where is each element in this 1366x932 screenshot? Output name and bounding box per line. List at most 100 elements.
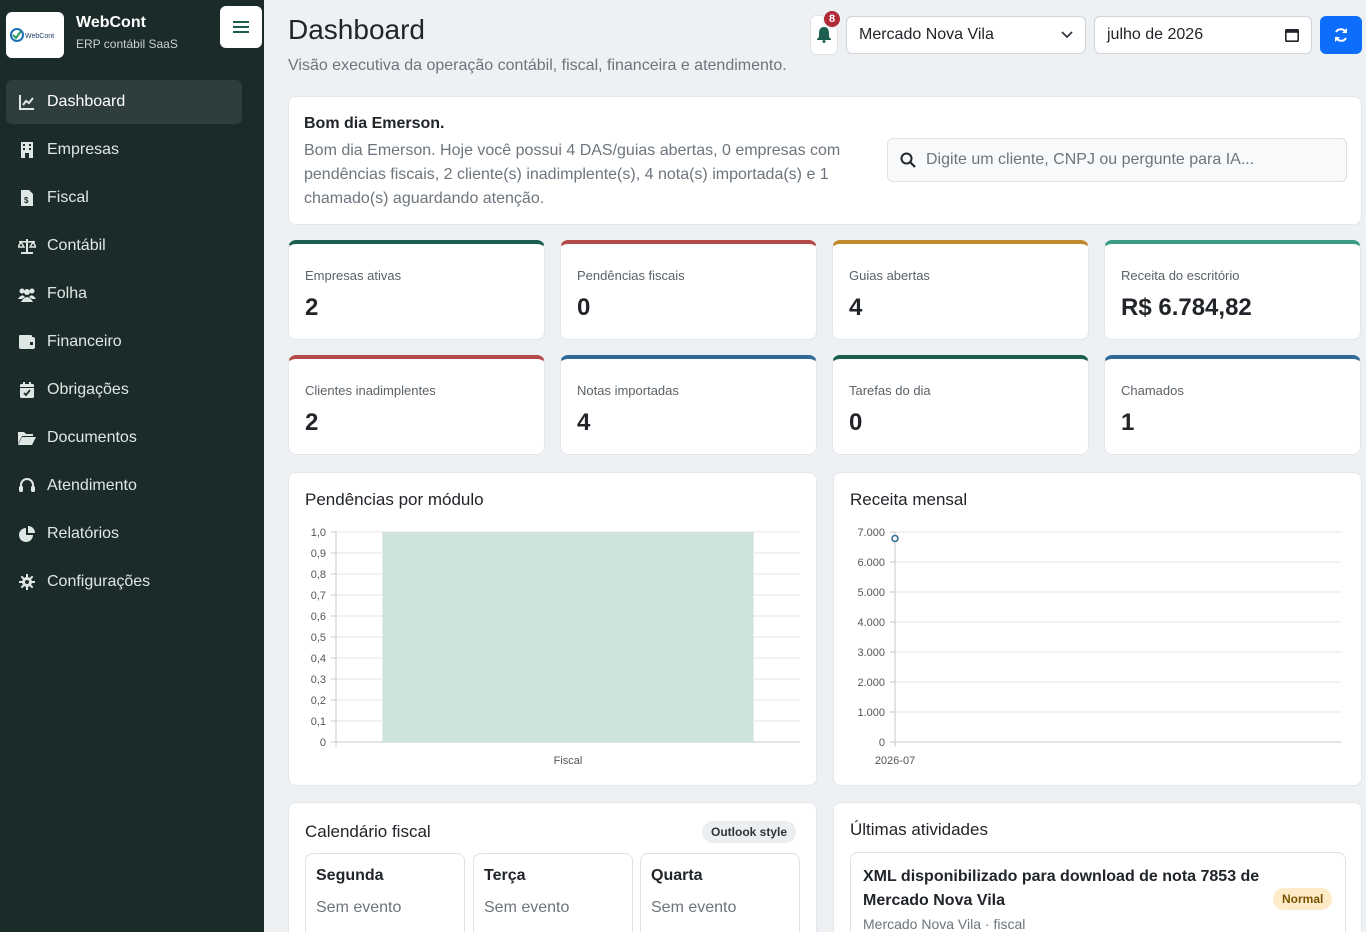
sidebar-item-obrigacoes[interactable]: Obrigações — [6, 368, 242, 412]
hamburger-icon — [233, 21, 249, 33]
day-name: Quarta — [651, 867, 703, 884]
sidebar-item-atendimento[interactable]: Atendimento — [6, 464, 242, 508]
chart-pendencias-modulo: Pendências por módulo 0 0,1 0,2 0,3 0,4 0,5 0,… — [288, 472, 817, 786]
bar — [382, 532, 754, 742]
sidebar-item-documentos[interactable]: Documentos — [6, 416, 242, 460]
brand-logo[interactable]: WebCont — [6, 12, 64, 58]
greeting-card: Bom dia Emerson. Bom dia Emerson. Hoje v… — [288, 96, 1362, 225]
search-input[interactable] — [926, 151, 1326, 169]
y-tick-label: 0,6 — [311, 611, 326, 623]
chart-title: Pendências por módulo — [305, 490, 484, 509]
calendar-day[interactable]: Quarta Sem evento — [640, 853, 800, 932]
sidebar-item-folha[interactable]: Folha — [6, 272, 242, 316]
chevron-down-icon — [1061, 31, 1073, 39]
notification-count-badge: 8 — [822, 9, 842, 29]
y-tick-label: 0,9 — [311, 548, 326, 560]
x-tick-label: Fiscal — [554, 755, 583, 767]
headset-icon — [18, 477, 36, 495]
line-chart: 0 1.000 2.000 3.000 4.000 5.000 6.000 7.000 2026… — [857, 527, 1341, 767]
kpi-value: 4 — [577, 409, 591, 436]
wallet-icon — [18, 333, 36, 351]
kpi-label: Chamados — [1121, 383, 1184, 398]
y-tick-label: 0 — [879, 737, 885, 749]
kpi-tarefas-dia: Tarefas do dia 0 — [832, 355, 1089, 455]
scale-icon — [18, 237, 36, 255]
bar-chart: 0 0,1 0,2 0,3 0,4 0,5 0,6 0,7 0,8 0,9 1,0 Fiscal — [311, 527, 800, 767]
sidebar-item-configuracoes[interactable]: Configurações — [6, 560, 242, 604]
kpi-value: 4 — [849, 294, 863, 321]
sidebar-item-label: Obrigações — [47, 381, 129, 398]
y-tick-label: 5.000 — [857, 587, 885, 599]
chart-line-icon — [18, 93, 36, 111]
kpi-notas-importadas: Notas importadas 4 — [560, 355, 817, 455]
kpi-value: 2 — [305, 409, 319, 436]
greeting-text: Bom dia Emerson. Hoje você possui 4 DAS/… — [304, 142, 841, 207]
gear-icon — [18, 573, 36, 591]
company-select[interactable]: Mercado Nova Vila — [846, 16, 1086, 54]
sidebar-item-label: Dashboard — [47, 93, 126, 110]
sidebar-item-label: Empresas — [47, 141, 120, 158]
kpi-clientes-inadimplentes: Clientes inadimplentes 2 — [288, 355, 545, 455]
month-input[interactable]: julho de 2026 — [1094, 16, 1312, 54]
y-tick-label: 6.000 — [857, 557, 885, 569]
sidebar-item-label: Contábil — [47, 237, 106, 254]
activity-item[interactable]: XML disponibilizado para download de not… — [850, 852, 1346, 932]
activities-card: Últimas atividades XML disponibilizado p… — [833, 802, 1362, 932]
refresh-button[interactable] — [1320, 16, 1362, 54]
chart-receita-mensal: Receita mensal 0 1.000 2.000 3.000 4.000 5.00… — [833, 472, 1362, 786]
kpi-label: Notas importadas — [577, 383, 679, 398]
brand-subtitle: ERP contábil SaaS — [76, 37, 178, 51]
sidebar-nav: Dashboard Empresas $ Fiscal Contábil Fol… — [6, 80, 242, 608]
kpi-label: Pendências fiscais — [577, 268, 685, 283]
activity-text: XML disponibilizado para download de not… — [863, 868, 1260, 909]
brand-name: WebCont — [76, 14, 146, 31]
sidebar-item-label: Folha — [47, 285, 88, 302]
greeting-title: Bom dia Emerson. — [304, 115, 445, 132]
calendar-check-icon — [18, 381, 36, 399]
calendar-fiscal-card: Calendário fiscal Outlook style Segunda … — [288, 802, 817, 932]
kpi-value: 1 — [1121, 409, 1135, 436]
brand-logo-text: WebCont — [25, 33, 54, 40]
sidebar-item-fiscal[interactable]: $ Fiscal — [6, 176, 242, 220]
y-tick-label: 0,2 — [311, 695, 326, 707]
kpi-pendencias-fiscais: Pendências fiscais 0 — [560, 240, 817, 340]
kpi-label: Receita do escritório — [1121, 268, 1240, 283]
sidebar-item-dashboard[interactable]: Dashboard — [6, 80, 242, 124]
kpi-value: R$ 6.784,82 — [1121, 294, 1252, 321]
page-title: Dashboard — [288, 14, 425, 45]
sidebar-item-empresas[interactable]: Empresas — [6, 128, 242, 172]
day-event: Sem evento — [316, 899, 402, 916]
y-tick-label: 0 — [320, 737, 326, 749]
y-tick-label: 3.000 — [857, 647, 885, 659]
kpi-value: 2 — [305, 294, 319, 321]
menu-toggle-button[interactable] — [220, 6, 262, 48]
calendar-title: Calendário fiscal — [305, 822, 431, 841]
calendar-style-badge: Outlook style — [702, 821, 797, 843]
month-input-value: julho de 2026 — [1107, 26, 1204, 43]
sidebar-item-relatorios[interactable]: Relatórios — [6, 512, 242, 556]
y-tick-label: 0,3 — [311, 674, 326, 686]
sidebar: WebCont WebCont ERP contábil SaaS Dashbo… — [0, 0, 264, 932]
invoice-icon: $ — [18, 189, 36, 207]
x-tick-label: 2026-07 — [875, 755, 915, 767]
data-point — [891, 534, 899, 543]
pie-chart-icon — [18, 525, 36, 543]
calendar-icon[interactable] — [1285, 28, 1299, 42]
calendar-day[interactable]: Segunda Sem evento — [305, 853, 465, 932]
y-tick-label: 0,5 — [311, 632, 326, 644]
sidebar-item-label: Fiscal — [47, 189, 89, 206]
kpi-empresas-ativas: Empresas ativas 2 — [288, 240, 545, 340]
calendar-day[interactable]: Terça Sem evento — [473, 853, 633, 932]
y-tick-label: 0,1 — [311, 716, 326, 728]
y-tick-label: 2.000 — [857, 677, 885, 689]
refresh-icon — [1335, 28, 1347, 42]
activity-meta: Mercado Nova Vila · fiscal — [863, 916, 1026, 932]
kpi-label: Tarefas do dia — [849, 383, 931, 398]
company-select-value: Mercado Nova Vila — [859, 26, 994, 43]
svg-text:$: $ — [24, 196, 29, 205]
activity-priority-badge: Normal — [1273, 888, 1333, 910]
sidebar-item-financeiro[interactable]: Financeiro — [6, 320, 242, 364]
sidebar-item-contabil[interactable]: Contábil — [6, 224, 242, 268]
kpi-guias-abertas: Guias abertas 4 — [832, 240, 1089, 340]
search-box[interactable] — [887, 138, 1347, 182]
